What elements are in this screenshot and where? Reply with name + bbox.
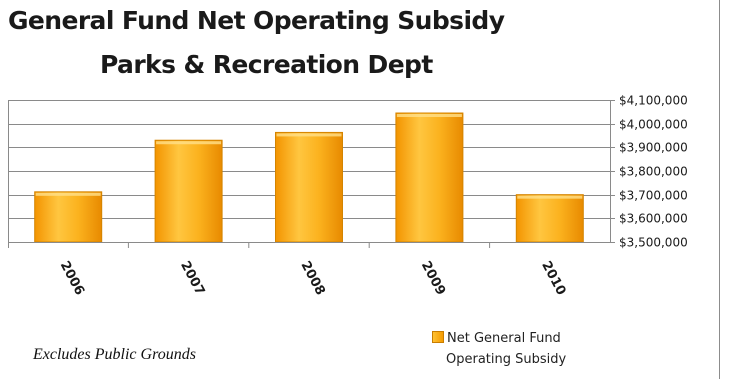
x-tick-label: 2008 (297, 259, 327, 298)
bars (34, 112, 584, 243)
y-tick-label: $3,500,000 (619, 236, 688, 250)
bar-2007 (154, 139, 223, 243)
bar-2009 (395, 112, 464, 243)
x-tick-label: 2009 (418, 259, 448, 298)
y-tick-label: $3,800,000 (619, 165, 688, 179)
y-tick-label: $3,600,000 (619, 212, 688, 226)
legend-label-line1: Net General Fund (447, 331, 561, 346)
y-tick-label: $4,100,000 (619, 94, 688, 108)
x-tick-label: 2006 (57, 259, 87, 298)
bar-highlight (156, 141, 222, 145)
bar-highlight (396, 114, 462, 118)
bar-highlight (517, 195, 583, 199)
bar-highlight (276, 133, 342, 137)
y-tick-label: $4,000,000 (619, 118, 688, 132)
bar-2010 (515, 194, 584, 243)
y-tick-label: $3,700,000 (619, 189, 688, 203)
axes (8, 100, 615, 248)
legend-swatch (432, 331, 444, 343)
chart-title: General Fund Net Operating Subsidy (8, 6, 505, 35)
y-tick-label: $3,900,000 (619, 141, 688, 155)
legend: Net General Fund Operating Subsidy (432, 328, 632, 370)
footnote: Excludes Public Grounds (33, 346, 196, 363)
bar-2006 (34, 191, 103, 243)
chart-subtitle: Parks & Recreation Dept (100, 50, 433, 79)
x-tick-label: 2007 (177, 259, 207, 298)
bar-highlight (35, 192, 101, 196)
legend-label-line2: Operating Subsidy (446, 352, 567, 367)
x-tick-label: 2010 (538, 259, 568, 298)
bar-2008 (275, 131, 343, 243)
